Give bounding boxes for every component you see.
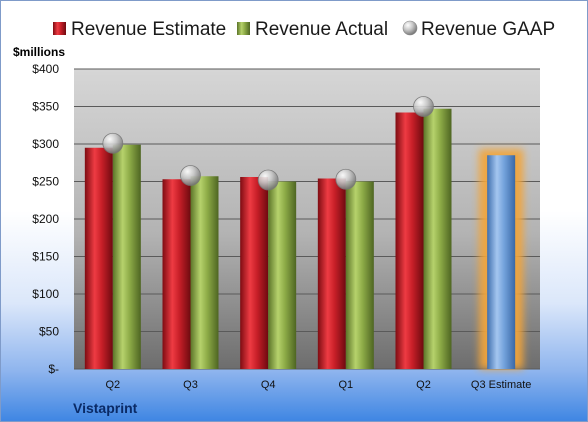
y-tick-label: $50 (39, 325, 59, 339)
legend-label-revenue-actual: Revenue Actual (255, 19, 388, 40)
revenue-actual-bar (190, 176, 219, 369)
forecast-bar (487, 155, 516, 369)
forecast-layer (479, 149, 524, 369)
y-tick-label: $200 (32, 212, 59, 226)
revenue-estimate-bar (317, 178, 346, 369)
y-axis-unit-label: $millions (13, 45, 65, 59)
y-tick-label: $250 (32, 175, 59, 189)
legend-label-revenue-gaap: Revenue GAAP (421, 19, 555, 40)
y-tick-label: $300 (32, 137, 59, 151)
legend-label-revenue-estimate: Revenue Estimate (71, 19, 226, 40)
x-tick-label: Q3 (183, 379, 198, 391)
bars-layer (84, 108, 452, 369)
axis-layer: $- $50 $100 $150 $200 $250 $300 $350 $400 Q2 Q3 Q4 Q… (32, 62, 531, 391)
legend-swatch-revenue-gaap (402, 20, 418, 36)
revenue-actual-bar (112, 144, 141, 369)
x-tick-label: Q1 (338, 379, 353, 391)
revenue-estimate-bar (240, 177, 269, 369)
revenue-actual-bar (345, 181, 374, 369)
revenue-estimate-bar (395, 112, 424, 369)
y-tick-label: $400 (32, 62, 59, 76)
y-tick-label: $150 (32, 250, 59, 264)
x-tick-label: Q2 (416, 379, 431, 391)
legend-swatch-revenue-estimate (53, 22, 66, 35)
legend-swatch-revenue-actual (237, 22, 250, 35)
revenue-actual-bar (423, 108, 452, 369)
y-tick-label: $- (48, 362, 59, 376)
legend: Revenue Estimate Revenue Actual Revenue GA… (53, 19, 555, 40)
revenue-gaap-marker (335, 168, 357, 190)
x-tick-label: Q4 (261, 379, 276, 391)
y-tick-label: $100 (32, 287, 59, 301)
revenue-estimate-bar (162, 179, 191, 369)
revenue-gaap-marker (180, 165, 201, 186)
x-tick-label: Q3 Estimate (471, 379, 532, 391)
revenue-gaap-marker (257, 169, 279, 191)
y-tick-label: $350 (32, 100, 59, 114)
revenue-estimate-bar (84, 147, 113, 369)
company-label: Vistaprint (73, 400, 138, 416)
gridlines (74, 68, 540, 370)
markers-layer (102, 96, 434, 191)
revenue-gaap-marker (102, 132, 124, 154)
revenue-gaap-marker (413, 96, 434, 117)
revenue-actual-bar (268, 181, 297, 369)
x-tick-label: Q2 (105, 379, 120, 391)
